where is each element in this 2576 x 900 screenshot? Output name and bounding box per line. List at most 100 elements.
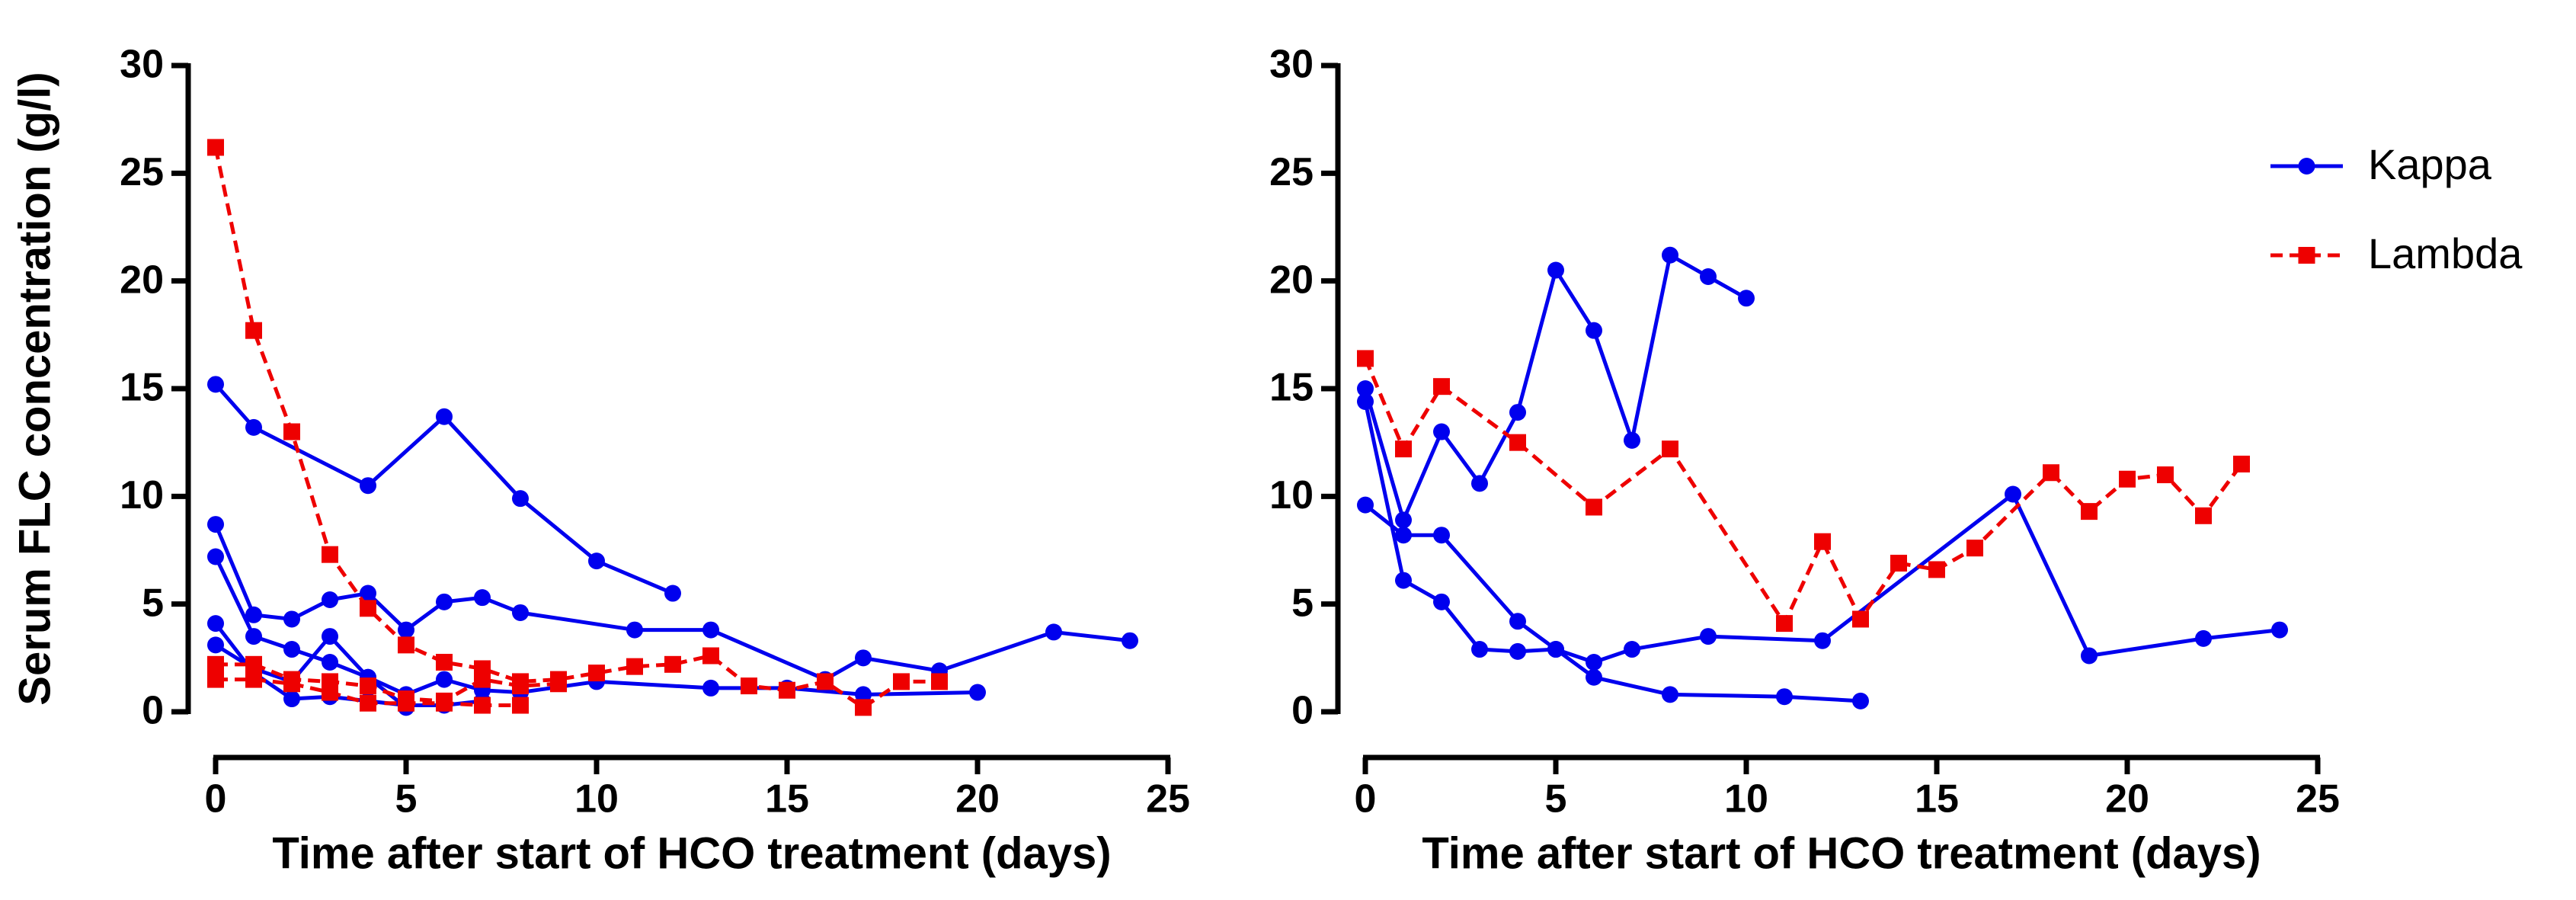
marker (1700, 268, 1717, 286)
marker (1357, 496, 1374, 514)
marker (741, 677, 757, 695)
x-tick-label: 25 (2296, 777, 2340, 822)
marker (1814, 632, 1831, 649)
marker (1890, 554, 1907, 572)
marker (398, 636, 414, 654)
marker (702, 679, 719, 697)
y-tick-label: 10 (120, 473, 164, 517)
marker (512, 677, 529, 695)
marker (322, 653, 338, 671)
x-tick-label: 10 (1724, 777, 1768, 822)
legend-label: Lambda (2368, 229, 2523, 277)
y-tick-label: 25 (1269, 150, 1314, 194)
marker (283, 423, 300, 440)
marker (512, 697, 529, 714)
series-line (213, 146, 939, 709)
marker (1547, 641, 1564, 658)
marker (283, 610, 300, 628)
marker (207, 139, 224, 156)
marker (1586, 653, 1602, 671)
marker (1471, 641, 1488, 658)
marker (2271, 621, 2288, 639)
marker (360, 600, 376, 617)
x-axis-label: Time after start of HCO treatment (days) (1422, 828, 2261, 878)
marker (1357, 392, 1374, 410)
x-tick-label: 25 (1146, 777, 1190, 822)
marker (245, 606, 262, 623)
marker (436, 694, 453, 712)
marker (245, 671, 262, 688)
marker (855, 649, 872, 667)
y-tick-label: 30 (1269, 43, 1314, 87)
y-tick-label: 15 (120, 366, 164, 410)
marker (1357, 380, 1374, 397)
marker (1471, 475, 1488, 492)
marker (588, 552, 605, 570)
marker (2043, 464, 2059, 482)
marker (626, 658, 643, 675)
marker (2195, 629, 2212, 647)
marker (1433, 378, 1450, 396)
marker (436, 593, 453, 610)
marker (1852, 692, 1869, 709)
marker (1395, 572, 1412, 589)
marker (207, 671, 224, 688)
marker (1045, 623, 1062, 641)
marker (1586, 322, 1602, 339)
marker (626, 621, 643, 639)
y-tick-label: 20 (1269, 258, 1314, 302)
marker (360, 694, 376, 712)
marker (588, 665, 605, 682)
series-line (216, 662, 559, 703)
marker (207, 636, 224, 654)
x-axis-label: Time after start of HCO treatment (days) (272, 828, 1111, 878)
marker (1662, 246, 1678, 264)
marker (2195, 507, 2212, 524)
y-tick-label: 5 (1291, 581, 1314, 625)
y-tick-label: 0 (1291, 689, 1314, 733)
marker (1547, 261, 1564, 279)
marker (1852, 610, 1869, 628)
marker (969, 684, 986, 701)
marker (512, 604, 529, 621)
marker (207, 655, 224, 673)
marker (664, 585, 681, 602)
marker (1662, 440, 1678, 458)
marker (550, 675, 567, 693)
marker (702, 647, 719, 665)
marker (779, 681, 795, 699)
x-tick-label: 0 (205, 777, 227, 822)
x-tick-label: 5 (1545, 777, 1567, 822)
marker (1586, 668, 1602, 686)
x-tick-label: 20 (955, 777, 1000, 822)
legend-item: Kappa (2270, 140, 2492, 188)
marker (855, 686, 872, 703)
marker (1395, 511, 1412, 529)
legend-item: Lambda (2270, 229, 2523, 277)
marker (1357, 350, 1374, 367)
marker (2081, 647, 2098, 665)
marker (474, 697, 491, 714)
marker (207, 548, 224, 565)
marker (1624, 431, 1640, 449)
marker (474, 589, 491, 607)
marker (436, 653, 453, 671)
marker (245, 322, 262, 339)
x-tick-label: 20 (2105, 777, 2149, 822)
marker (360, 677, 376, 695)
marker (1433, 527, 1450, 544)
y-tick-label: 5 (142, 581, 164, 625)
marker (1122, 632, 1138, 649)
marker (2157, 466, 2174, 484)
x-tick-label: 5 (395, 777, 418, 822)
marker (245, 628, 262, 645)
marker (1700, 628, 1717, 645)
marker (1776, 688, 1793, 706)
series-line (1363, 357, 2244, 626)
marker (2005, 485, 2021, 503)
marker (322, 628, 338, 645)
marker (1928, 561, 1945, 578)
marker (1509, 613, 1526, 630)
marker (1776, 615, 1793, 633)
